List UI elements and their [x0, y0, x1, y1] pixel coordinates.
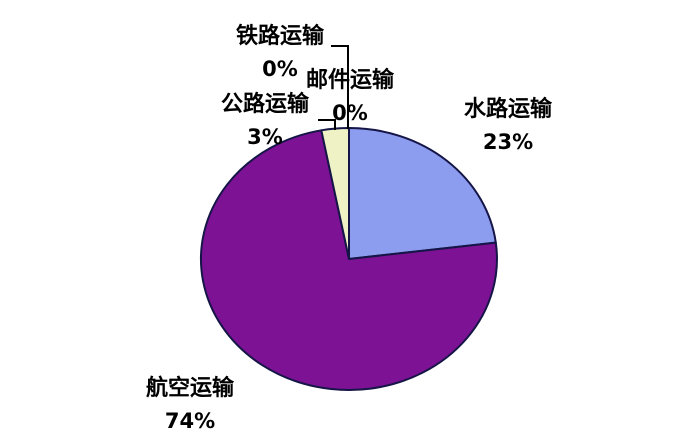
label-water-name: 水路运输: [463, 97, 553, 122]
label-road-transport: 公路运输 3%: [221, 88, 309, 154]
label-air-transport: 航空运输 74%: [146, 372, 234, 436]
pie-slice-water: [348, 127, 497, 260]
label-mail-transport: 邮件运输 0%: [306, 64, 394, 130]
label-road-name: 公路运输: [220, 92, 310, 117]
label-road-percent: 3%: [247, 125, 283, 149]
label-air-name: 航空运输: [145, 376, 235, 401]
label-air-percent: 74%: [164, 409, 216, 433]
label-railway-transport: 铁路运输 0%: [236, 20, 324, 86]
label-railway-name: 铁路运输: [235, 24, 325, 49]
label-mail-name: 邮件运输: [305, 68, 395, 93]
label-water-percent: 23%: [482, 130, 534, 154]
label-railway-percent: 0%: [262, 57, 298, 81]
label-water-transport: 水路运输 23%: [464, 93, 552, 159]
pie-slice-air: [199, 129, 498, 391]
label-mail-percent: 0%: [332, 101, 368, 125]
